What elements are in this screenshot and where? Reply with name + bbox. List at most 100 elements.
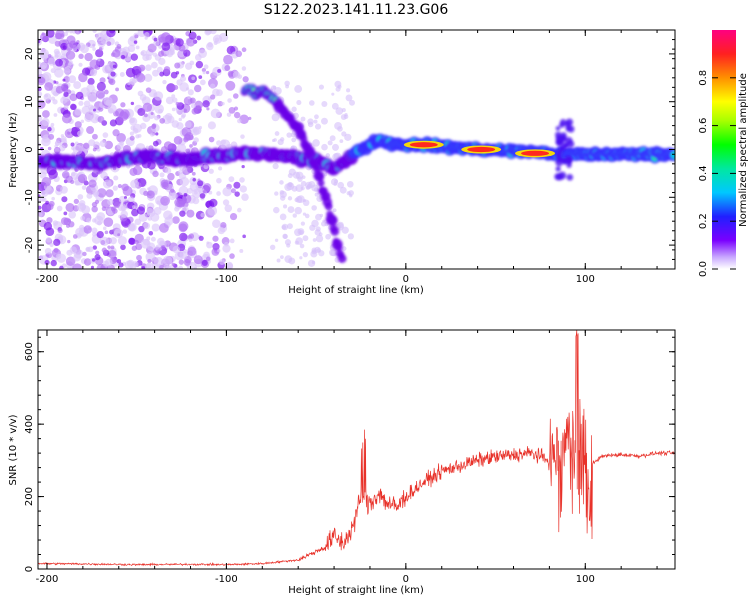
noise-dot (337, 181, 345, 189)
noise-dot (170, 188, 175, 193)
noise-dot (313, 187, 319, 192)
noise-dot (110, 206, 116, 212)
noise-dot (302, 235, 309, 242)
noise-dot (54, 54, 59, 59)
noise-dot (155, 244, 163, 252)
noise-dot (92, 30, 97, 34)
noise-dot (341, 246, 347, 251)
noise-dot (331, 143, 339, 151)
noise-dot (339, 139, 344, 143)
noise-dot (129, 117, 135, 124)
snr-panel: -200 -100 0 100 0 200 400 600 Height of straigh… (8, 329, 676, 596)
noise-dot (196, 105, 201, 110)
noise-dot (43, 222, 53, 231)
noise-dot (302, 251, 308, 258)
noise-dot (38, 212, 43, 218)
noise-dot (131, 245, 138, 251)
noise-dot (280, 195, 286, 201)
spectrogram-xtick-label: 100 (576, 274, 595, 285)
noise-dot (284, 80, 290, 87)
noise-dot (239, 185, 247, 193)
branch-outer (305, 149, 317, 160)
noise-dot (60, 217, 69, 226)
noise-dot (106, 30, 116, 38)
noise-dot (135, 45, 140, 50)
noise-dot (327, 140, 333, 146)
noise-dot (286, 243, 291, 248)
noise-dot (208, 168, 214, 174)
noise-dot (306, 183, 312, 189)
spike-dot (559, 138, 565, 144)
noise-dot (314, 114, 319, 120)
noise-dot (325, 233, 331, 240)
noise-dot (121, 183, 129, 192)
noise-dot (137, 107, 146, 116)
noise-dot (220, 139, 226, 145)
noise-dot (232, 71, 241, 79)
noise-dot (228, 106, 236, 114)
noise-dot (91, 227, 98, 234)
colorbar: 0.0 0.2 0.4 0.6 0.8 Normalized spectral ampl… (698, 30, 749, 277)
noise-dot (87, 77, 95, 86)
noise-dot (341, 226, 349, 234)
noise-dot (132, 260, 139, 268)
noise-dot (134, 34, 139, 39)
spike-dot (564, 155, 573, 164)
noise-dot (130, 101, 135, 106)
noise-dot (86, 217, 92, 223)
noise-dot (159, 117, 166, 124)
noise-dot (150, 111, 154, 116)
spectrogram-ylabel: Frequency (Hz) (8, 112, 19, 188)
noise-dot (172, 245, 180, 254)
noise-dot (120, 205, 127, 212)
noise-dot (240, 134, 245, 139)
noise-dot (224, 65, 231, 71)
snr-ytick-label: 400 (24, 415, 35, 434)
noise-dot (163, 66, 171, 73)
noise-dot (63, 91, 69, 98)
noise-dot (349, 99, 355, 106)
noise-dot (120, 210, 128, 218)
noise-dot (92, 47, 96, 51)
noise-dot (129, 167, 138, 176)
noise-dot (116, 142, 124, 150)
noise-dot (171, 192, 178, 199)
noise-dot (287, 196, 293, 201)
noise-dot (241, 164, 245, 169)
noise-dot (88, 179, 97, 188)
noise-dot (209, 30, 217, 35)
noise-dot (78, 72, 88, 83)
noise-dot (294, 240, 299, 245)
noise-dot (127, 223, 136, 231)
noise-dot (194, 84, 202, 93)
noise-dot (331, 92, 335, 96)
noise-dot (201, 67, 207, 73)
noise-dot (38, 86, 42, 92)
noise-dot (95, 191, 100, 196)
noise-dot (230, 188, 236, 194)
noise-dot (348, 190, 354, 196)
snr-xtick-label: -200 (36, 574, 59, 585)
noise-dot (221, 101, 225, 106)
noise-dot (237, 207, 242, 213)
noise-dot (144, 73, 153, 82)
noise-dot (184, 62, 193, 70)
noise-dot (304, 213, 310, 219)
noise-dot (276, 258, 281, 263)
spike-dot (566, 162, 572, 168)
noise-dot (175, 101, 180, 106)
noise-dot (65, 202, 75, 212)
snr-ytick-label: 0 (24, 566, 35, 572)
noise-dot (344, 133, 352, 141)
noise-dot (337, 84, 342, 89)
noise-dot (95, 49, 104, 58)
noise-dot (147, 43, 157, 53)
noise-dot (239, 114, 249, 125)
noise-dot (41, 136, 51, 147)
noise-dot (142, 102, 153, 113)
noise-dot (153, 92, 158, 97)
noise-dot (233, 111, 241, 119)
noise-dot (179, 210, 186, 217)
noise-dot (188, 31, 197, 40)
noise-dot (61, 113, 72, 124)
